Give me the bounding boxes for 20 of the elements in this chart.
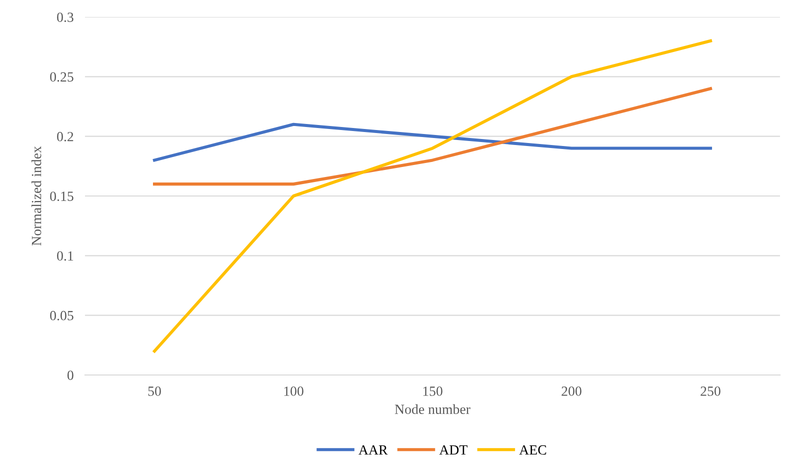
x-tick-label: 100 <box>284 386 304 396</box>
x-tick-label: 50 <box>148 386 161 396</box>
y-tick-label: 0.15 <box>50 192 74 202</box>
y-tick-label: 0.05 <box>50 310 74 320</box>
legend-label: AAR <box>358 445 388 454</box>
x-tick-label: 150 <box>423 386 442 396</box>
y-tick-label: 0.25 <box>50 72 74 82</box>
legend-label: AEC <box>519 445 546 455</box>
x-axis-title: Node number <box>394 404 470 414</box>
y-tick-label: 0.3 <box>57 12 74 22</box>
line-series <box>152 39 712 353</box>
y-tick-label: 0.2 <box>57 132 74 142</box>
y-tick-label: 0.1 <box>57 251 74 261</box>
legend-label: ADT <box>439 445 468 455</box>
x-tick-label: 250 <box>700 386 720 396</box>
y-tick-label: 0 <box>67 370 74 380</box>
x-tick-label: 200 <box>562 386 582 396</box>
line-series <box>152 122 712 162</box>
y-axis-title: Normalized index <box>31 146 42 246</box>
line-series <box>152 87 712 186</box>
